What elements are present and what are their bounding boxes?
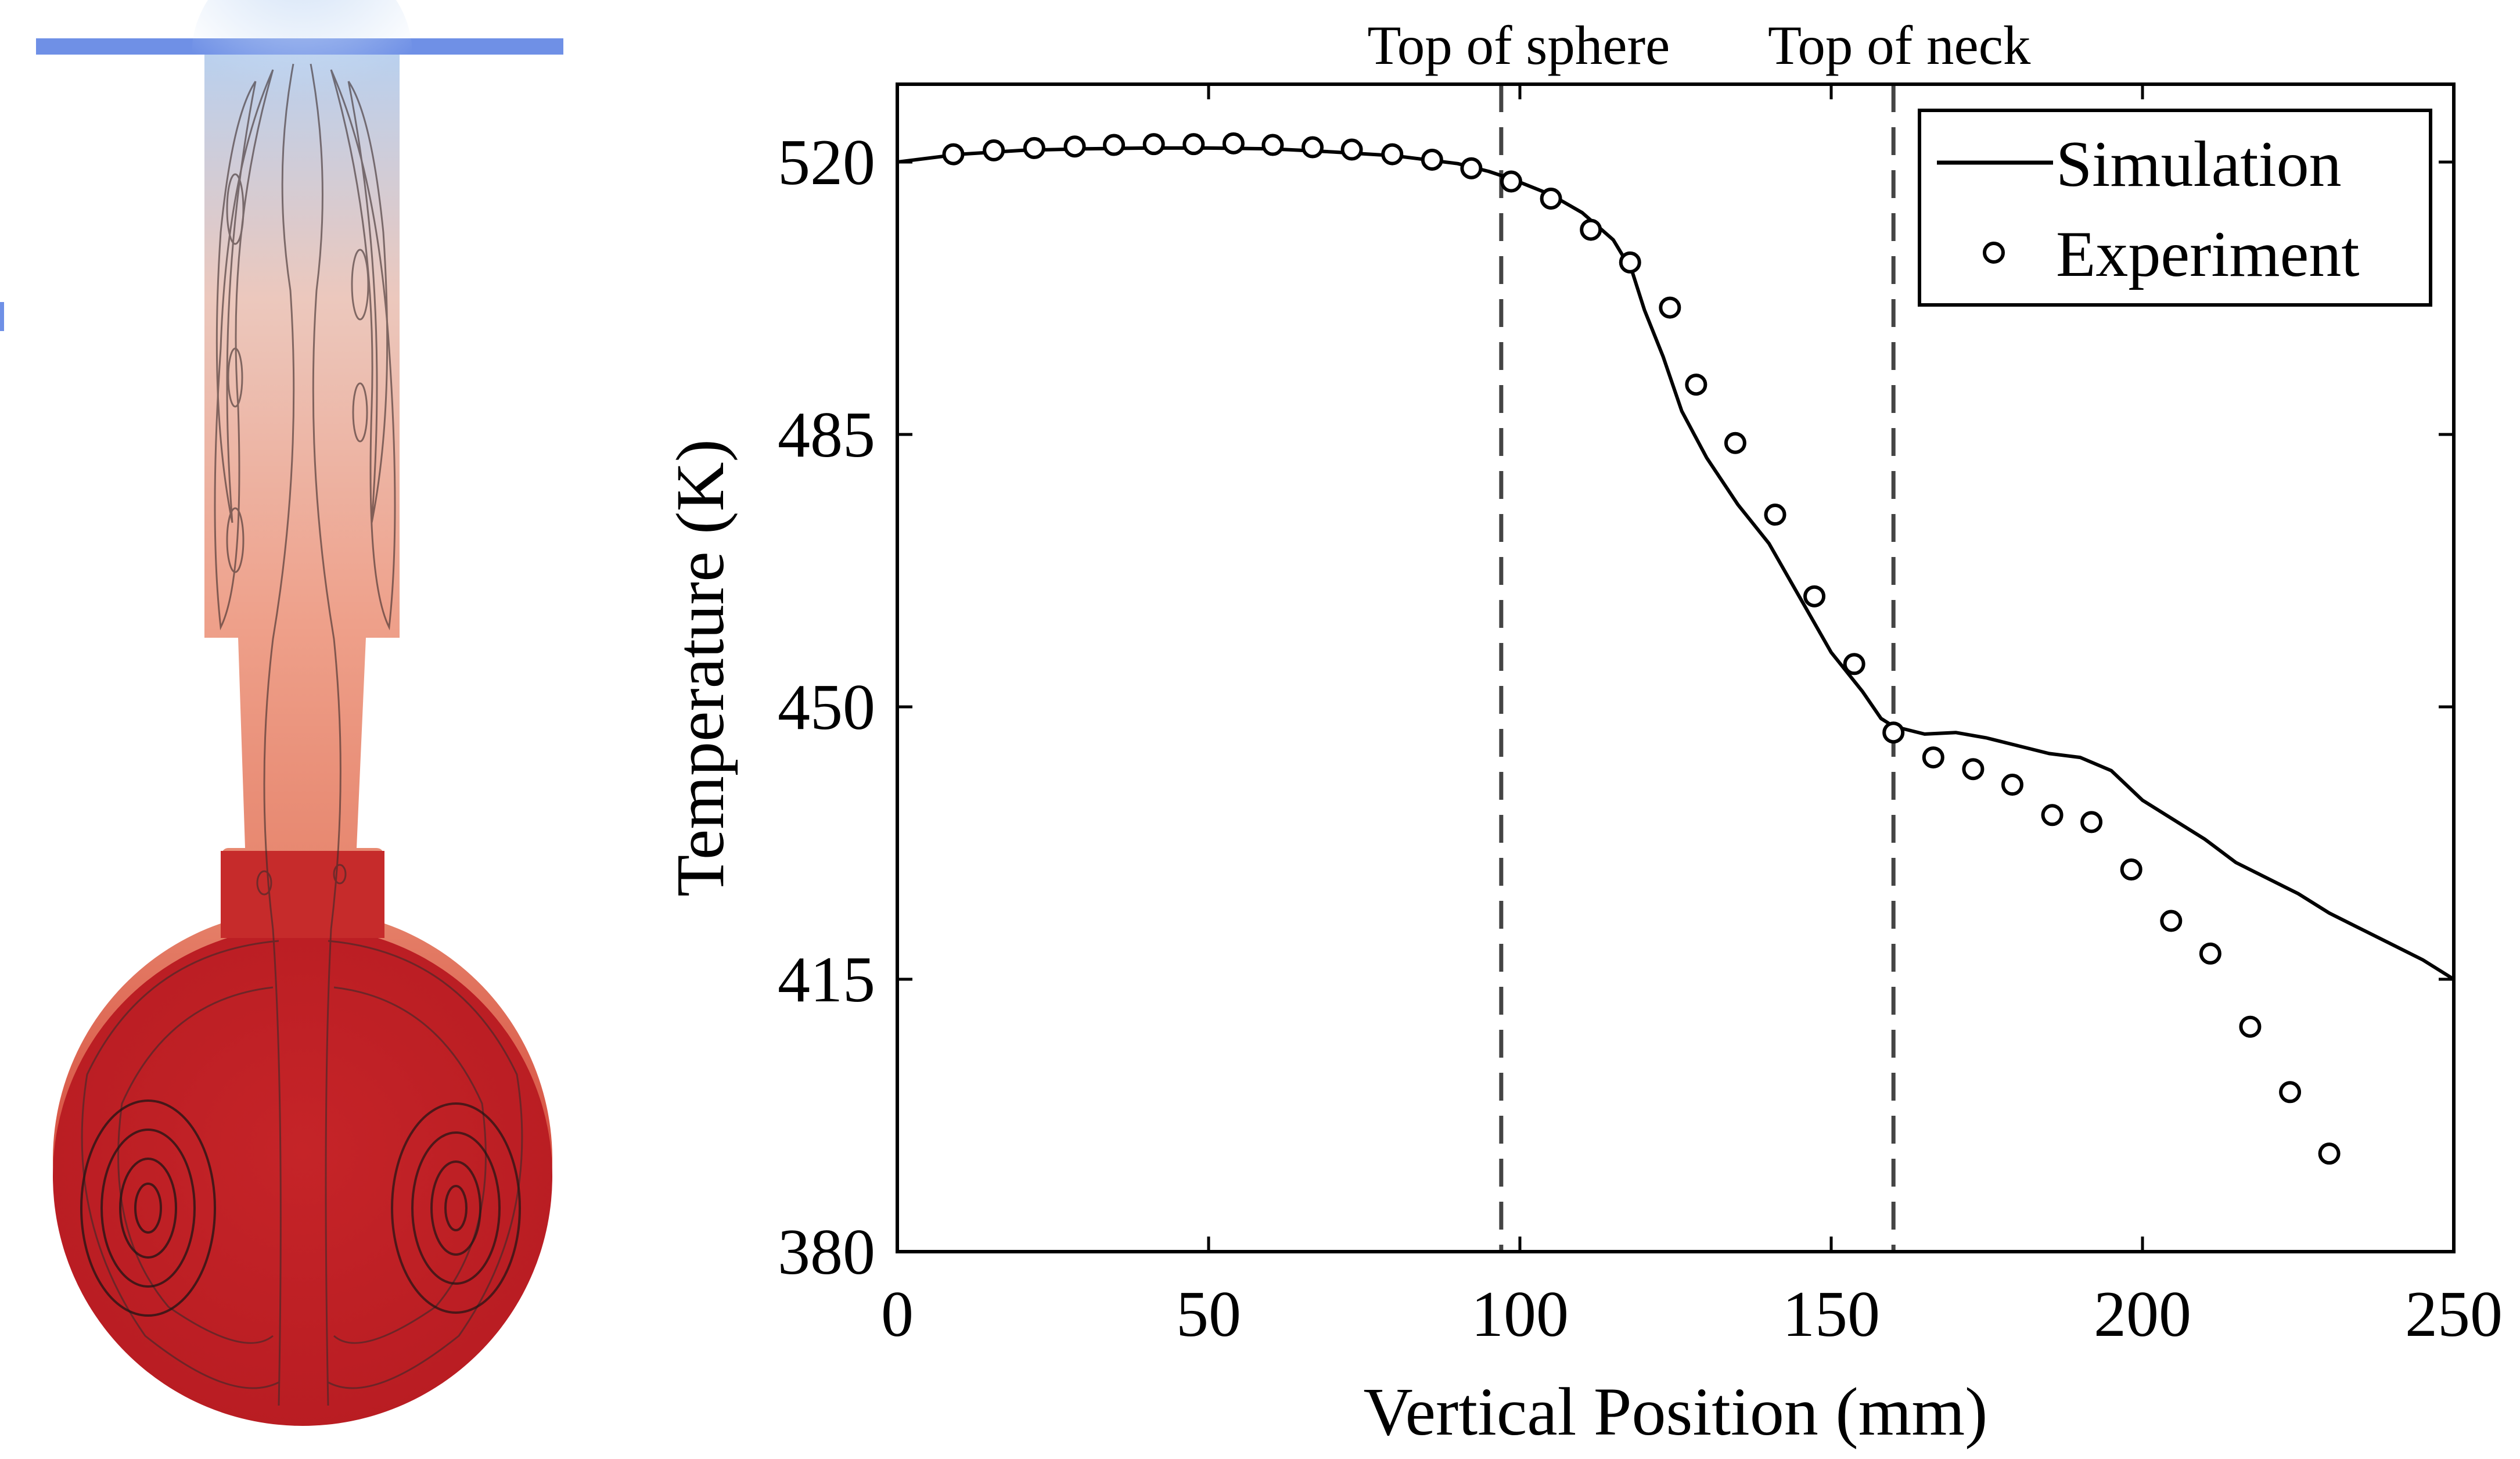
y-tick-label: 380	[778, 1216, 875, 1288]
experiment-point	[1340, 138, 1363, 161]
annotation-label: Top of neck	[1768, 15, 2031, 76]
experiment-point	[1261, 134, 1284, 156]
experiment-point	[1764, 504, 1786, 526]
flask-body	[53, 0, 553, 1426]
experiment-point	[1843, 653, 1865, 675]
y-tick-label: 520	[778, 127, 875, 199]
experiment-point	[2160, 910, 2183, 932]
experiment-point	[2120, 858, 2142, 881]
experiment-point	[1882, 721, 1905, 744]
legend-label: Experiment	[2056, 218, 2359, 290]
annotations: Top of sphere Top of neck	[1367, 15, 2031, 1252]
experiment-point	[942, 143, 965, 166]
x-tick-label: 200	[2094, 1278, 2191, 1350]
experiment-point	[1222, 132, 1245, 154]
experiment-point	[1922, 746, 1944, 769]
experiment-point	[1962, 758, 1985, 781]
experiment-point	[1540, 187, 1562, 210]
experiment-point	[1421, 148, 1443, 171]
x-tick-label: 100	[1471, 1278, 1569, 1350]
y-axis-label: Temperature (K)	[662, 439, 738, 897]
experiment-point	[1619, 251, 1641, 274]
ticks: 0 50 100 150 200 250 380 415 450 485 520	[778, 84, 2503, 1350]
simulation-line	[897, 146, 2455, 981]
x-tick-label: 250	[2405, 1278, 2503, 1350]
experiment-point	[2318, 1142, 2341, 1165]
experiment-point	[2001, 774, 2023, 796]
experiment-point	[1500, 170, 1522, 193]
plot-frame	[896, 82, 2456, 1253]
experiment-point	[1302, 136, 1324, 159]
y-tick-label: 415	[778, 944, 875, 1016]
experiment-point	[1803, 585, 1826, 608]
experiment-point	[1460, 157, 1483, 179]
x-tick-label: 0	[881, 1278, 914, 1350]
x-axis-label: Vertical Position (mm)	[1364, 1374, 1988, 1450]
experiment-point	[1685, 373, 1707, 396]
experiment-point	[983, 139, 1005, 161]
temperature-plot: Top of sphere Top of neck 0 50 100 150 200 250…	[662, 15, 2503, 1450]
experiment-point	[1023, 136, 1045, 159]
experiment-point	[1724, 432, 1746, 454]
legend-label: Simulation	[2056, 128, 2342, 200]
experiment-point	[2199, 942, 2221, 965]
experiment-point	[2080, 811, 2103, 833]
experiment-point	[1580, 218, 1602, 241]
x-tick-label: 50	[1176, 1278, 1241, 1350]
vortex-left	[80, 1099, 216, 1317]
y-tick-label: 450	[778, 671, 875, 743]
annotation-label: Top of sphere	[1367, 15, 1670, 76]
experiment-point	[2279, 1081, 2302, 1104]
experiment-point	[2041, 804, 2064, 826]
side-marker	[0, 302, 4, 331]
experiment-point	[1103, 134, 1126, 156]
legend-circle-swatch	[1983, 242, 2005, 264]
flask-contour-illustration	[0, 0, 563, 1426]
experiment-point	[1659, 296, 1681, 319]
vortex-right	[391, 1102, 521, 1314]
experiment-point	[2239, 1015, 2262, 1038]
x-tick-label: 150	[1782, 1278, 1880, 1350]
experiment-point	[1381, 143, 1404, 166]
experiment-point	[1182, 133, 1205, 156]
data-layer	[897, 132, 2455, 1165]
legend-box	[1918, 109, 2432, 307]
legend: Simulation Experiment	[1918, 109, 2432, 307]
y-tick-label: 485	[778, 399, 875, 471]
experiment-point	[1142, 133, 1165, 156]
experiment-point	[1063, 135, 1086, 158]
